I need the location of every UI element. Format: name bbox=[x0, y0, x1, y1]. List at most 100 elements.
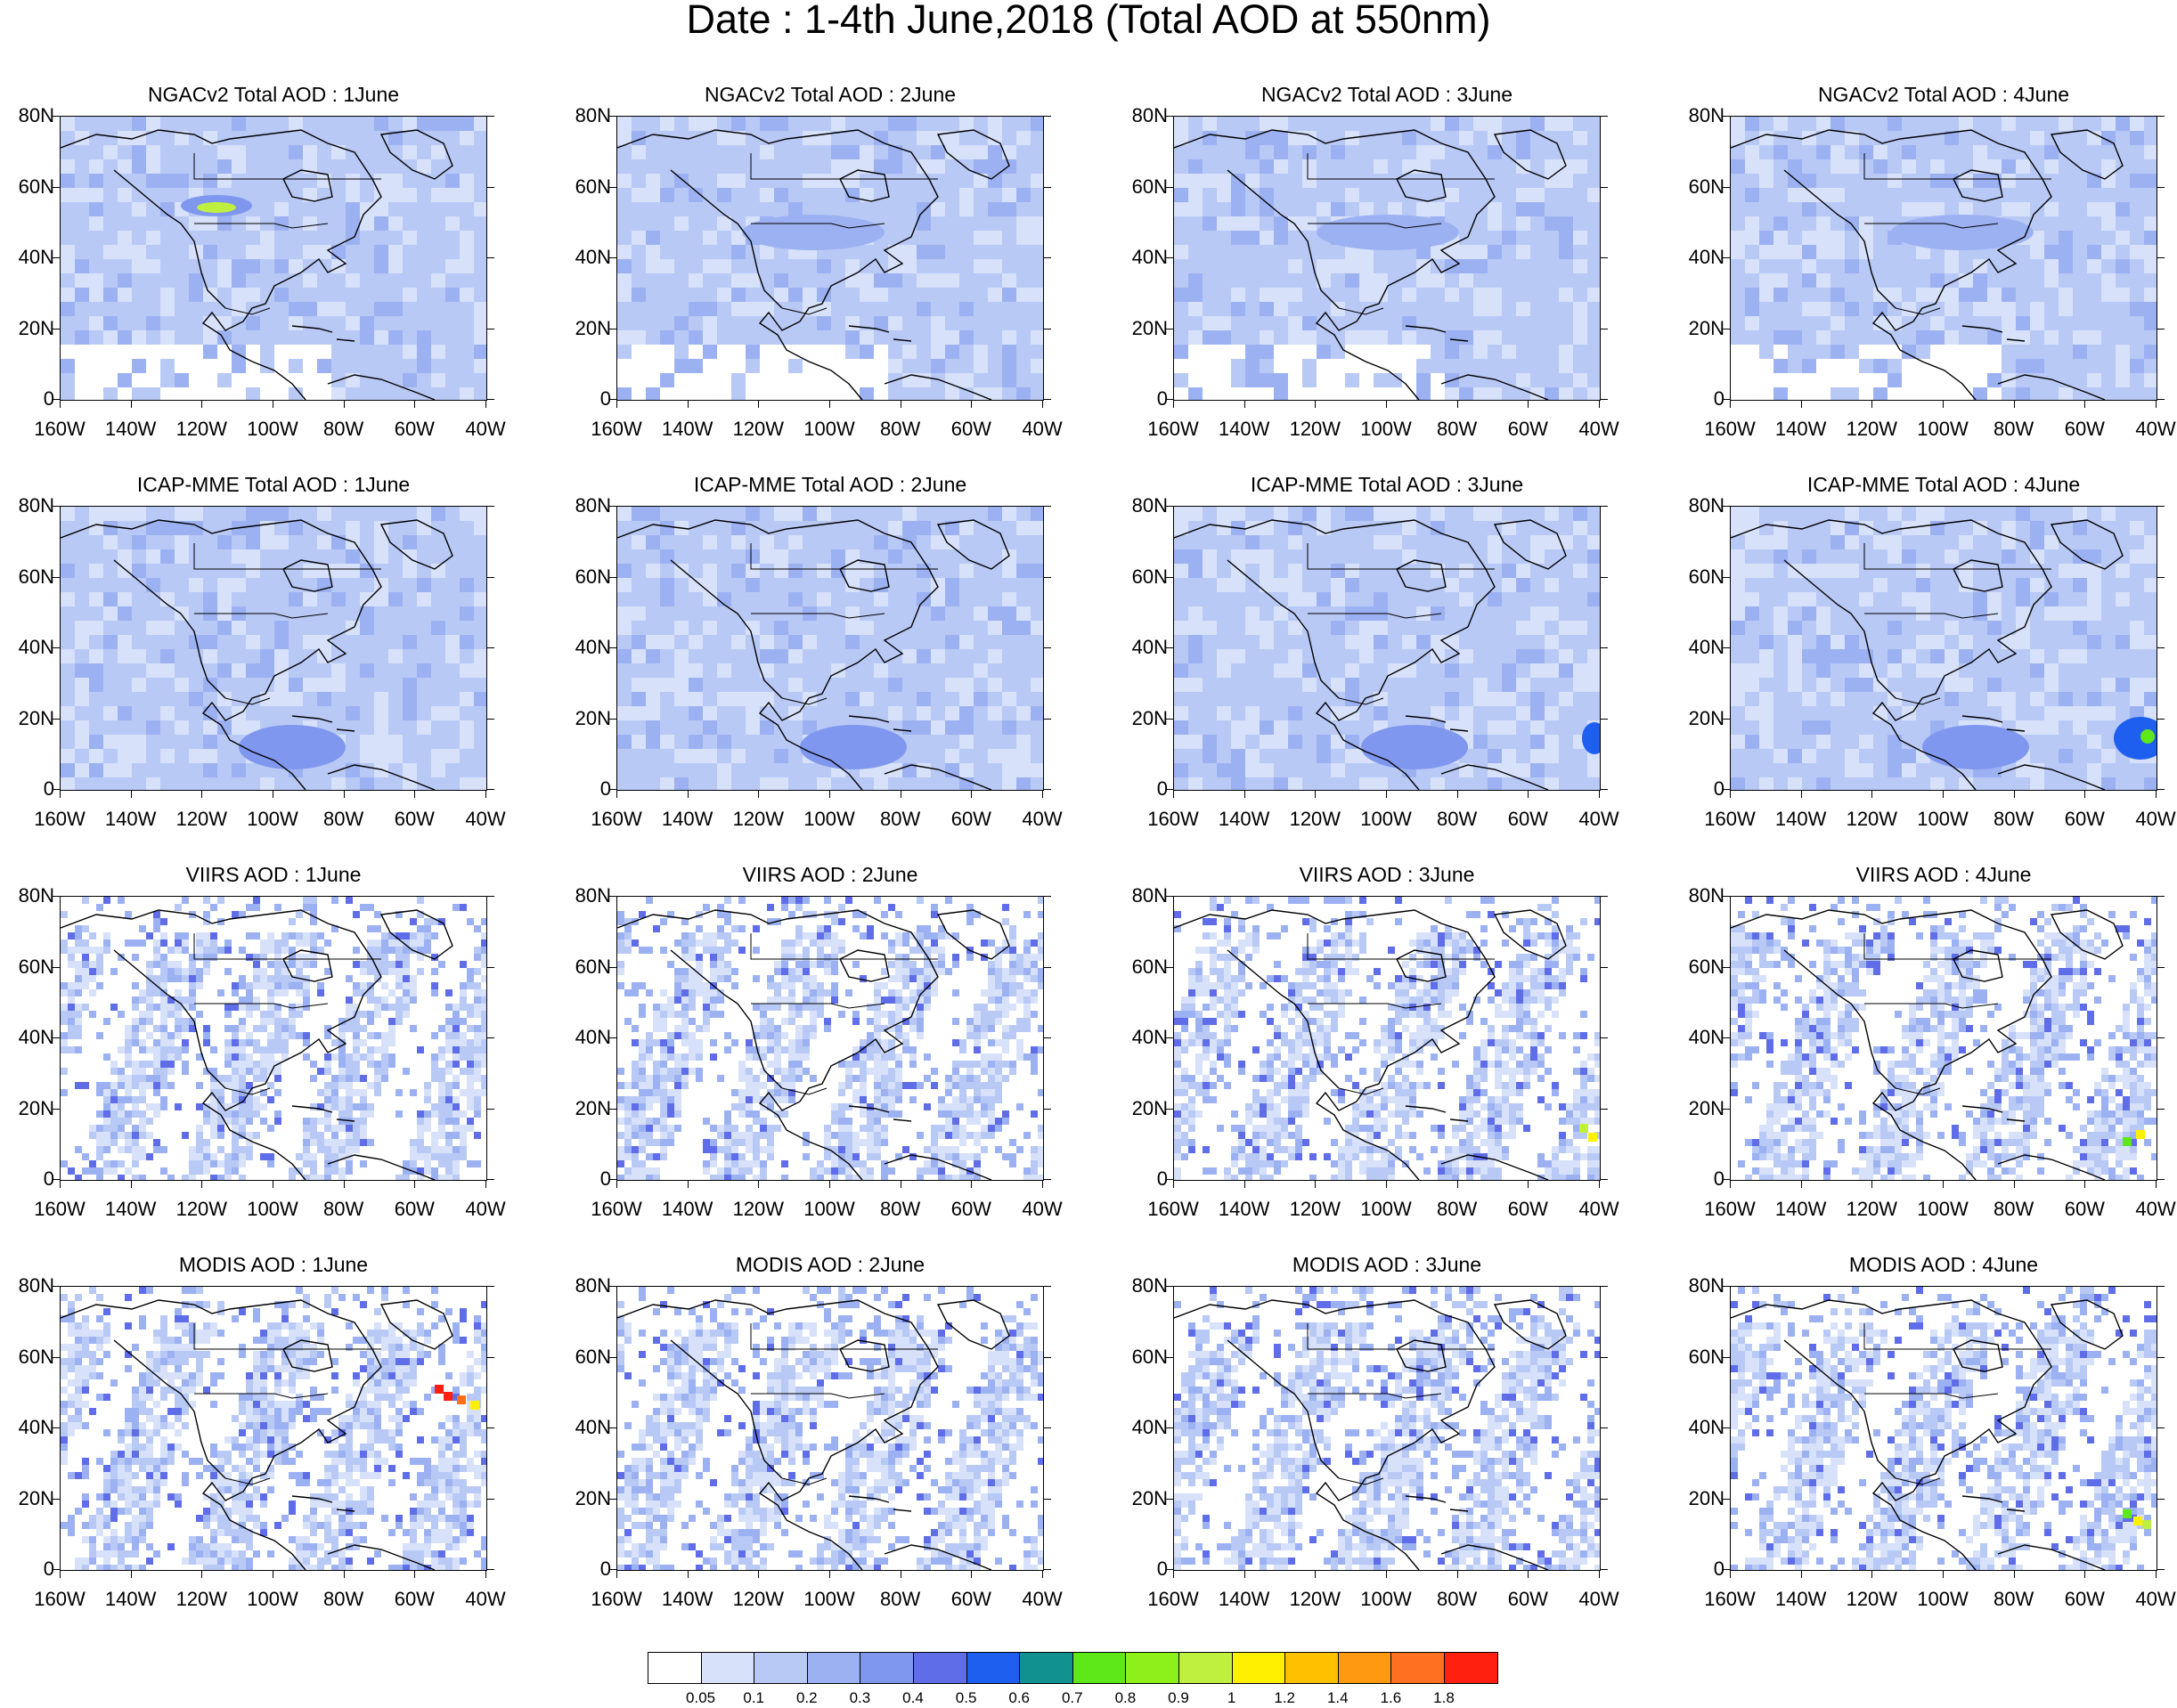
aod-pixel bbox=[689, 1068, 696, 1075]
aod-cell bbox=[1345, 507, 1359, 521]
aod-cell bbox=[1302, 330, 1317, 345]
aod-cell bbox=[374, 330, 388, 345]
aod-pixel bbox=[388, 1039, 395, 1046]
aod-pixel bbox=[803, 1039, 810, 1046]
aod-pixel bbox=[410, 1146, 417, 1153]
aod-cell bbox=[1188, 188, 1203, 202]
aod-cell bbox=[1473, 288, 1488, 302]
aod-cell bbox=[1260, 735, 1274, 749]
aod-pixel bbox=[917, 1175, 924, 1180]
aod-pixel bbox=[639, 982, 646, 989]
aod-cell bbox=[1188, 273, 1203, 288]
aod-pixel bbox=[1031, 1160, 1038, 1167]
aod-pixel bbox=[82, 939, 89, 947]
aod-pixel bbox=[845, 1146, 852, 1153]
coastline bbox=[291, 325, 333, 333]
aod-pixel bbox=[674, 1125, 681, 1132]
aod-cell bbox=[1773, 273, 1788, 288]
aod-cell bbox=[1802, 359, 1816, 373]
aod-cell bbox=[2116, 259, 2130, 273]
aod-field bbox=[61, 507, 486, 790]
aod-pixel bbox=[995, 1011, 1002, 1018]
aod-pixel bbox=[1459, 961, 1466, 968]
aod-cell bbox=[945, 131, 959, 145]
aod-pixel bbox=[632, 1118, 639, 1125]
aod-cell bbox=[1002, 273, 1016, 288]
aod-pixel bbox=[232, 911, 239, 918]
aod-cell bbox=[118, 330, 132, 345]
aod-pixel bbox=[632, 1039, 639, 1046]
aod-cell bbox=[774, 749, 788, 763]
aod-cell bbox=[203, 735, 217, 749]
aod-cell bbox=[1502, 749, 1516, 763]
aod-pixel bbox=[403, 947, 410, 954]
aod-pixel bbox=[988, 1011, 995, 1018]
aod-cell bbox=[1388, 202, 1402, 216]
aod-pixel bbox=[324, 1139, 331, 1146]
aod-cell bbox=[360, 777, 374, 790]
aod-pixel bbox=[974, 1175, 981, 1180]
aod-cell bbox=[1759, 635, 1773, 649]
aod-cell bbox=[988, 606, 1002, 621]
lat-tick bbox=[1723, 576, 1730, 578]
aod-pixel bbox=[731, 1175, 738, 1180]
aod-pixel bbox=[639, 1039, 646, 1046]
aod-cell bbox=[945, 720, 959, 735]
aod-pixel bbox=[1031, 1011, 1038, 1018]
aod-cell bbox=[175, 606, 189, 621]
aod-pixel bbox=[995, 1082, 1002, 1089]
aod-cell bbox=[1260, 345, 1274, 359]
aod-pixel bbox=[474, 954, 481, 961]
lat-tick bbox=[609, 399, 616, 400]
aod-pixel bbox=[274, 904, 281, 911]
aod-pixel bbox=[738, 1132, 746, 1139]
aod-pixel bbox=[424, 1160, 431, 1167]
aod-pixel bbox=[738, 1061, 746, 1068]
aod-pixel bbox=[217, 1075, 224, 1082]
aod-pixel bbox=[160, 1061, 167, 1068]
aod-cell bbox=[1174, 117, 1188, 131]
aod-pixel bbox=[481, 939, 486, 947]
aod-cell bbox=[2130, 635, 2144, 649]
aod-pixel bbox=[224, 1061, 232, 1068]
aod-pixel bbox=[453, 1039, 460, 1046]
aod-pixel bbox=[338, 1110, 346, 1118]
aod-cell bbox=[1359, 345, 1374, 359]
aod-pixel bbox=[988, 1118, 995, 1125]
aod-pixel bbox=[417, 939, 424, 947]
aod-pixel bbox=[1009, 1160, 1016, 1167]
aod-cell bbox=[1516, 145, 1530, 159]
aod-pixel bbox=[410, 1025, 417, 1032]
aod-pixel bbox=[125, 939, 132, 947]
aod-pixel bbox=[431, 1139, 438, 1146]
aod-pixel bbox=[61, 1039, 68, 1046]
aod-cell bbox=[75, 345, 89, 359]
aod-cell bbox=[2016, 720, 2030, 735]
aod-pixel bbox=[689, 1004, 696, 1011]
aod-pixel bbox=[1031, 1068, 1038, 1075]
aod-cell bbox=[1930, 330, 1945, 345]
aod-cell bbox=[831, 345, 845, 359]
aod-pixel bbox=[403, 968, 410, 975]
aod-pixel bbox=[96, 1082, 103, 1089]
aod-pixel bbox=[924, 961, 931, 968]
aod-pixel bbox=[310, 1153, 317, 1160]
aod-cell bbox=[1288, 330, 1302, 345]
aod-cell bbox=[1302, 345, 1317, 359]
aod-cell bbox=[89, 316, 103, 330]
aod-pixel bbox=[75, 1025, 82, 1032]
aod-pixel bbox=[317, 1068, 324, 1075]
aod-pixel bbox=[1295, 968, 1302, 975]
aod-pixel bbox=[874, 1139, 881, 1146]
aod-cell bbox=[89, 621, 103, 635]
aod-pixel bbox=[974, 1046, 981, 1053]
aod-pixel bbox=[738, 1167, 746, 1175]
aod-cell bbox=[403, 692, 417, 706]
aod-cell bbox=[1174, 288, 1188, 302]
aod-pixel bbox=[160, 1032, 167, 1039]
aod-pixel bbox=[689, 954, 696, 961]
aod-cell bbox=[774, 345, 788, 359]
lon-tick-label: 140W bbox=[1218, 808, 1270, 830]
aod-pixel bbox=[788, 954, 795, 961]
aod-cell bbox=[1345, 245, 1359, 259]
